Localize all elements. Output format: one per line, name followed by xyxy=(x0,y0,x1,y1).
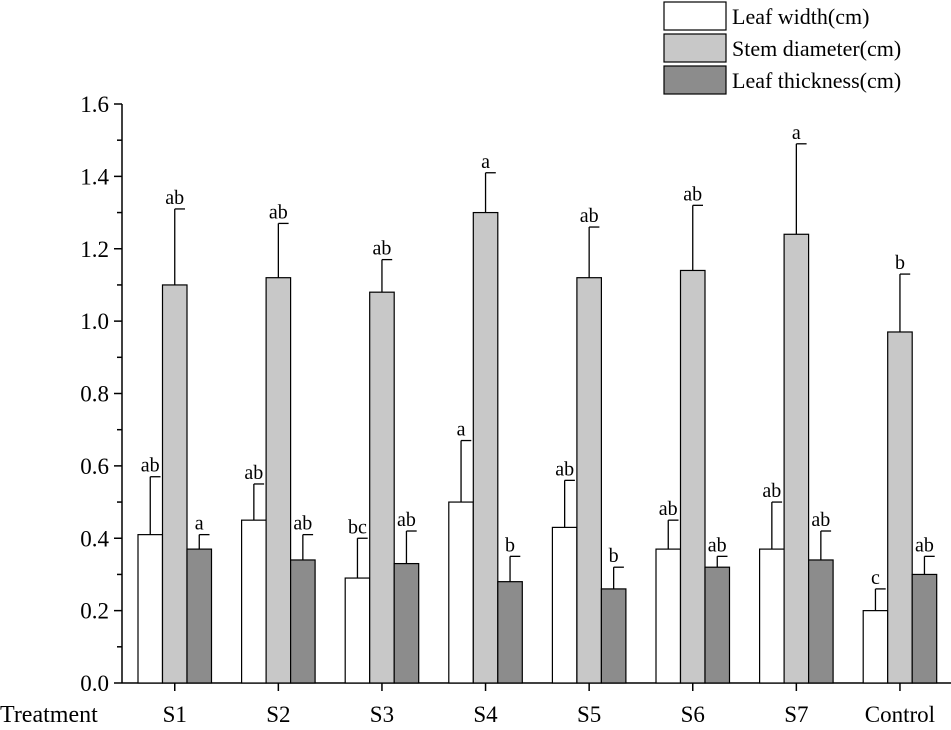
legend-swatch-1 xyxy=(663,1,727,31)
significance-letter: ab xyxy=(762,480,781,502)
bar-3-2 xyxy=(290,559,316,684)
legend-swatch-3 xyxy=(663,65,727,95)
bar-2-7 xyxy=(783,233,810,684)
x-tick-label: Control xyxy=(865,702,935,727)
y-tick-label: 0.2 xyxy=(80,599,109,624)
bar-1-7 xyxy=(758,548,785,684)
significance-letter: bc xyxy=(348,516,367,538)
bar-3-3 xyxy=(393,562,420,684)
x-tick-label: S2 xyxy=(266,702,290,727)
x-tick-label: S3 xyxy=(370,702,394,727)
significance-letter: b xyxy=(895,252,905,274)
y-tick-label: 1.0 xyxy=(80,309,109,334)
y-tick-label: 0.6 xyxy=(80,454,109,479)
y-tick-label: 0.0 xyxy=(80,671,109,696)
significance-letter: ab xyxy=(811,509,830,531)
significance-letter: ab xyxy=(915,534,934,556)
bar-1-5 xyxy=(551,526,578,684)
bar-2-5 xyxy=(576,277,603,684)
y-tick-label: 0.8 xyxy=(80,382,109,407)
bar-1-8 xyxy=(862,610,889,684)
significance-letter: ab xyxy=(373,238,392,260)
significance-letter: ab xyxy=(708,534,727,556)
bar-1-3 xyxy=(344,577,371,684)
legend: Leaf width(cm) Stem diameter(cm) Leaf thic… xyxy=(663,1,901,95)
significance-letter: ab xyxy=(580,205,599,227)
significance-letter: ab xyxy=(683,183,702,205)
x-tick-label: S6 xyxy=(681,702,705,727)
significance-letter: ab xyxy=(659,498,678,520)
bar-2-8 xyxy=(887,331,913,684)
y-tick-label: 1.2 xyxy=(80,237,109,262)
significance-letter: ab xyxy=(555,458,574,480)
legend-label-2: Stem diameter(cm) xyxy=(732,36,901,61)
legend-label-1: Leaf width(cm) xyxy=(732,4,869,29)
bar-2-6 xyxy=(679,269,706,684)
y-tick-label: 1.6 xyxy=(80,92,109,117)
significance-letter: a xyxy=(195,513,204,535)
bar-3-1 xyxy=(186,548,213,684)
bar-3-7 xyxy=(807,559,834,684)
bar-2-2 xyxy=(265,277,292,684)
significance-letter: ab xyxy=(397,509,416,531)
significance-letter: ab xyxy=(244,462,263,484)
significance-letter: a xyxy=(792,122,801,144)
significance-letter: a xyxy=(457,419,466,441)
bar-1-1 xyxy=(137,534,164,684)
y-tick-label: 0.4 xyxy=(80,526,109,551)
bar-2-4 xyxy=(472,211,499,684)
bar-1-4 xyxy=(448,501,474,684)
significance-letter: ab xyxy=(165,187,184,209)
bar-3-6 xyxy=(704,566,731,684)
x-tick-label: S4 xyxy=(473,702,498,727)
y-tick-label: 1.4 xyxy=(80,164,109,189)
bar-3-4 xyxy=(497,581,523,684)
bar-1-6 xyxy=(655,548,682,684)
significance-letter: ab xyxy=(141,455,160,477)
significance-letter: ab xyxy=(269,201,288,223)
bar-2-3 xyxy=(369,291,395,684)
legend-label-3: Leaf thickness(cm) xyxy=(732,68,901,93)
bar-3-5 xyxy=(600,588,627,684)
x-tick-label: S1 xyxy=(163,702,187,727)
bar-3-8 xyxy=(911,573,938,684)
significance-letter: ab xyxy=(293,513,312,535)
significance-letter: b xyxy=(609,545,619,567)
x-tick-label: S5 xyxy=(577,702,601,727)
legend-swatch-2 xyxy=(663,33,727,63)
bar-2-1 xyxy=(161,284,188,684)
x-tick-label: S7 xyxy=(784,702,808,727)
bar-1-2 xyxy=(241,519,267,684)
significance-letter: a xyxy=(481,151,490,173)
axes-layer: 0.0 0.2 0.4 0.6 0.8 1.0 1.2 1.4 1.6 S1 S2 S3 S4 S5 S6 S… xyxy=(80,92,951,727)
significance-letter: b xyxy=(505,534,515,556)
significance-letter: c xyxy=(871,567,880,589)
x-axis-title: Treatment xyxy=(0,702,98,728)
